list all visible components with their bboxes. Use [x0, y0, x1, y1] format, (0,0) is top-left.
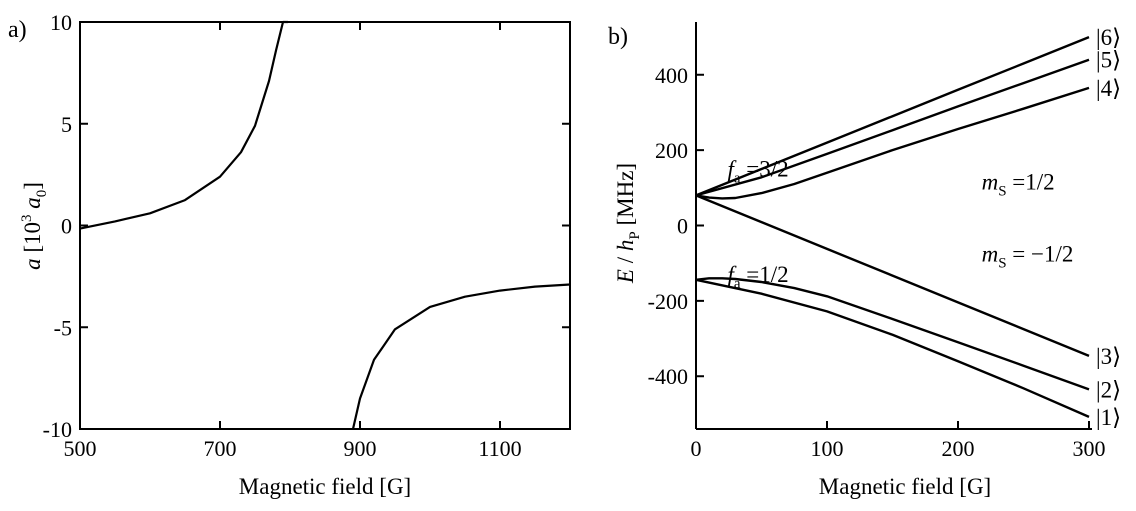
annot-var: f [727, 157, 737, 182]
y-title-a0: a [20, 197, 45, 214]
a-x-tick-label: 1100 [478, 436, 521, 461]
y-title-sub: 0 [34, 190, 50, 198]
panel-b-annotations: fa =3/2fa =1/2mS =1/2mS = −1/2 [727, 157, 1073, 293]
b-y-tick-label: -200 [648, 289, 688, 314]
b-state-label: |5⟩ [1096, 48, 1121, 73]
b-state-label: |1⟩ [1096, 405, 1121, 430]
b-y-tick-label: 200 [655, 138, 688, 163]
panel-a-ticks: 500 700 900 1100 10 5 0 -5 -10 [43, 10, 570, 461]
panel-a: a) 500 700 900 1100 10 5 0 -5 -10 Magnetic field… [8, 10, 571, 499]
annot-var: f [727, 262, 737, 287]
annot-eq: = −1/2 [1007, 241, 1074, 266]
annot-eq: =1/2 [741, 262, 789, 287]
b-curve-state [695, 194, 1090, 358]
annot-sub: S [998, 184, 1006, 200]
a-x-tick-label: 700 [204, 436, 237, 461]
a-curve-branch-2 [351, 283, 571, 430]
annot-sub: S [998, 255, 1006, 271]
panel-a-label: a) [8, 17, 27, 43]
panel-b-y-axis-title: E / hP [MHz] [613, 163, 643, 284]
b-x-tick-label: 100 [811, 436, 844, 461]
panel-b-label: b) [608, 24, 628, 50]
b-curve-state [695, 58, 1090, 197]
b-annotation: fa =1/2 [727, 262, 788, 292]
a-x-tick-label: 900 [344, 436, 377, 461]
b-annotation: mS = −1/2 [982, 241, 1074, 271]
b-annotation: fa =3/2 [727, 157, 788, 187]
y-title-h: h [613, 240, 638, 252]
b-x-tick-label: 200 [942, 436, 975, 461]
a-x-tick-label: 500 [64, 436, 97, 461]
a-y-tick-label: -5 [54, 315, 72, 340]
a-y-tick-label: 5 [61, 112, 72, 137]
b-state-label: |6⟩ [1096, 25, 1121, 50]
panel-a-curves [79, 20, 571, 430]
b-curve-state [695, 86, 1090, 200]
b-curve-state [695, 278, 1090, 418]
b-state-label: |3⟩ [1096, 344, 1121, 369]
panel-b-curves [695, 35, 1090, 418]
panel-b-state-labels: |6⟩|5⟩ |4⟩ |3⟩ |2⟩ |1⟩ [1096, 25, 1121, 430]
panel-b-x-axis-title: Magnetic field [G] [819, 474, 991, 499]
annot-eq: =1/2 [1007, 170, 1055, 195]
y-title-open: [10 [20, 222, 45, 258]
panel-a-y-axis-title: a [103 a0] [19, 182, 50, 270]
y-title-sup: 3 [19, 215, 35, 223]
a-y-tick-label: 0 [61, 214, 72, 239]
b-x-tick-label: 0 [691, 436, 702, 461]
y-title-slash: / [613, 251, 638, 269]
panel-a-x-axis-title: Magnetic field [G] [239, 474, 411, 499]
annot-var: m [982, 241, 999, 266]
annot-var: m [982, 170, 999, 195]
b-curve-state [695, 35, 1090, 197]
annot-sub: a [734, 171, 741, 187]
y-title-close: ] [20, 182, 45, 190]
b-annotation: mS =1/2 [982, 170, 1055, 200]
b-y-tick-label: -400 [648, 364, 688, 389]
a-y-tick-label: -10 [43, 417, 72, 442]
annot-sub: a [734, 276, 741, 292]
b-state-label: |2⟩ [1096, 377, 1121, 402]
y-title-unit: [MHz] [613, 163, 638, 231]
y-title-sub-p: P [627, 231, 643, 239]
a-y-tick-label: 10 [50, 10, 72, 35]
b-y-tick-label: 400 [655, 63, 688, 88]
b-curve-state [695, 277, 1090, 391]
b-y-tick-label: 0 [677, 214, 688, 239]
panel-b-ticks: 0 100 200 300 400 200 0 -200 -400 [648, 63, 1106, 461]
annot-eq: =3/2 [741, 157, 789, 182]
panel-a-plot-frame [79, 21, 571, 430]
b-x-tick-label: 300 [1073, 436, 1106, 461]
a-curve-branch-1 [79, 20, 288, 230]
y-title-var: a [20, 258, 45, 270]
y-title-e: E [613, 269, 638, 284]
panel-b: b) 0 100 200 300 400 200 0 -200 -400 |6⟩|5⟩ |4⟩ |3… [608, 22, 1121, 499]
b-state-label: |4⟩ [1096, 76, 1121, 101]
